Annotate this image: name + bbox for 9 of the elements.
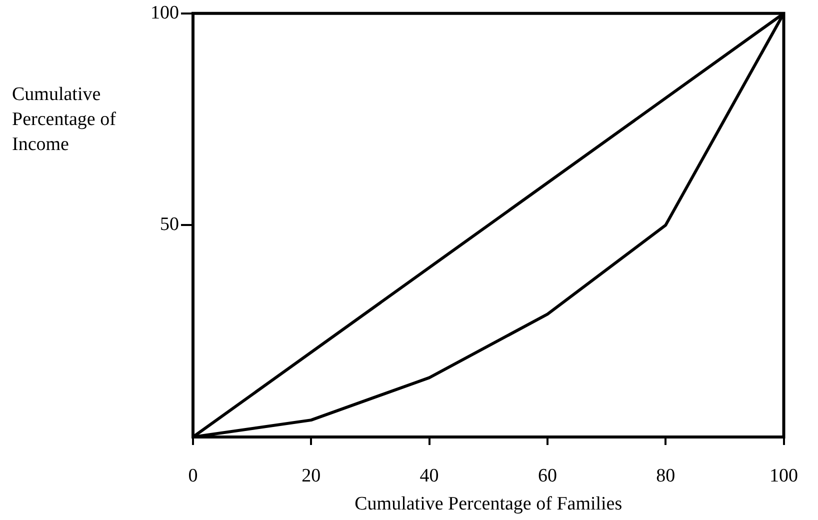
- x-axis-title: Cumulative Percentage of Families: [354, 494, 622, 515]
- x-tick-label: 20: [302, 465, 321, 486]
- x-tick-label: 80: [656, 465, 676, 486]
- x-tick-label: 100: [770, 465, 798, 486]
- y-axis-title: Cumulative Percentage of Income: [12, 83, 117, 157]
- y-tick-label: 50: [160, 214, 179, 236]
- x-tick-label: 40: [420, 465, 439, 486]
- x-tick-label: 60: [538, 465, 557, 486]
- x-tick-label: 0: [188, 465, 198, 486]
